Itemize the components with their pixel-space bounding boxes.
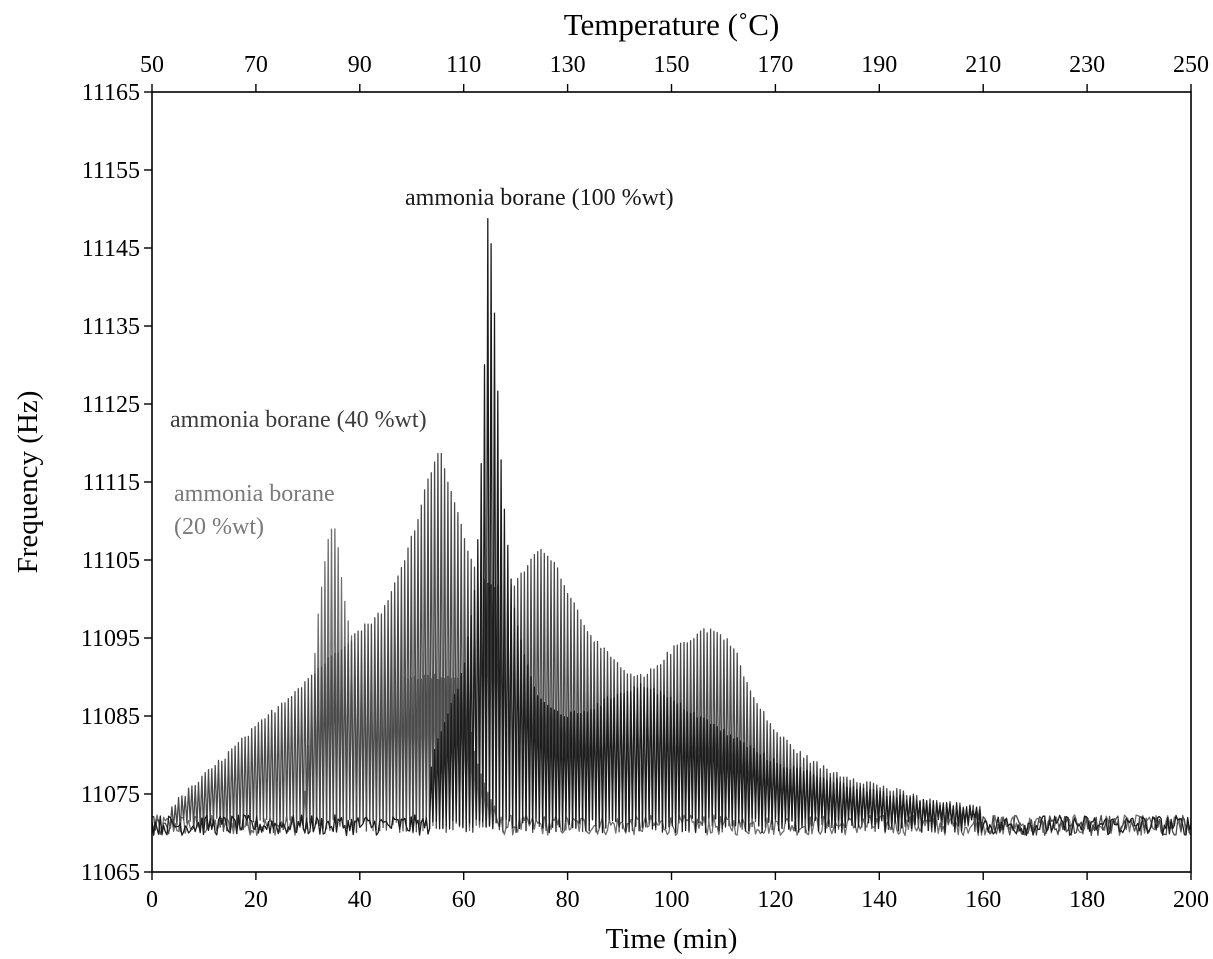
axis-layer: 0 20 40 60 80 100 120 140 160 180 200 50 70 90 110 130 1… xyxy=(81,52,1209,913)
x-tick-label: 60 xyxy=(452,887,476,913)
annotation-ab40: ammonia borane (40 %wt) xyxy=(170,407,427,433)
x2-tick-label: 70 xyxy=(244,52,268,78)
x-tick-label: 100 xyxy=(654,887,690,913)
x2-tick-label: 90 xyxy=(348,52,372,78)
x2-tick-label: 250 xyxy=(1173,52,1209,78)
annotation-ab100: ammonia borane (100 %wt) xyxy=(405,185,674,211)
x-tick-label: 80 xyxy=(556,887,580,913)
y-tick-label: 11155 xyxy=(82,158,140,184)
x-tick-label: 0 xyxy=(146,887,158,913)
series-ab20 xyxy=(151,528,1192,837)
x-tick-label: 20 xyxy=(244,887,268,913)
y-tick-label: 11115 xyxy=(83,470,140,496)
x-tick-label: 140 xyxy=(861,887,897,913)
y-tick-label: 11085 xyxy=(81,704,140,730)
x-tick-label: 200 xyxy=(1173,887,1209,913)
x2-tick-label: 230 xyxy=(1069,52,1105,78)
annotation-ab20-line1: ammonia borane xyxy=(174,481,335,507)
x2-tick-label: 130 xyxy=(550,52,586,78)
x2-tick-label: 110 xyxy=(446,52,481,78)
x2-tick-label: 190 xyxy=(861,52,897,78)
x-tick-label: 160 xyxy=(965,887,1001,913)
y-tick-label: 11095 xyxy=(81,626,140,652)
x-axis-title: Time (min) xyxy=(606,923,738,954)
y-tick-label: 11165 xyxy=(82,80,140,106)
series-ab100 xyxy=(151,218,1192,837)
series-layer xyxy=(151,218,1192,837)
y-tick-label: 11105 xyxy=(82,548,140,574)
x-tick-label: 40 xyxy=(348,887,372,913)
x-tick-label: 180 xyxy=(1069,887,1105,913)
y-tick-label: 11145 xyxy=(82,236,140,262)
x2-tick-label: 170 xyxy=(757,52,793,78)
y-tick-label: 11125 xyxy=(82,392,140,418)
y-tick-label: 11135 xyxy=(82,314,140,340)
x2-tick-label: 150 xyxy=(654,52,690,78)
x2-tick-label: 210 xyxy=(965,52,1001,78)
y-tick-label: 11075 xyxy=(81,782,140,808)
x2-axis-title: Temperature (˚C) xyxy=(564,7,780,42)
x2-tick-label: 50 xyxy=(140,52,164,78)
annotation-ab20-line2: (20 %wt) xyxy=(174,514,264,540)
y-axis-title: Frequency (Hz) xyxy=(12,391,44,574)
y-tick-label: 11065 xyxy=(81,860,140,886)
x-tick-label: 120 xyxy=(757,887,793,913)
